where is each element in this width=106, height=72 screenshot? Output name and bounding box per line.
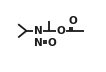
Text: O: O — [68, 16, 77, 26]
Text: O: O — [56, 26, 65, 36]
Text: N: N — [33, 38, 42, 48]
Text: O: O — [47, 38, 56, 48]
Text: N: N — [33, 26, 42, 36]
